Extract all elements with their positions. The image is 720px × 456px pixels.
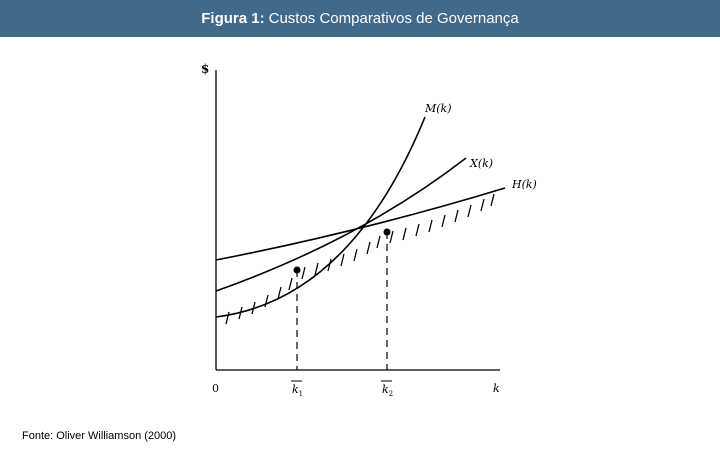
- title-bar: Figura 1: Custos Comparativos de Governa…: [0, 0, 720, 37]
- m-curve: [215, 116, 426, 318]
- source-caption: Fonte: Oliver Williamson (2000): [22, 430, 177, 442]
- x-curve: [215, 157, 467, 292]
- m-curve-label: M(k): [424, 102, 452, 115]
- y-axis-label: $: [201, 62, 209, 76]
- origin-label: 0: [212, 382, 219, 395]
- diagram-svg: $ 0 k: [201, 62, 537, 398]
- k2-intersection-point: [383, 228, 391, 236]
- h-curve: [215, 187, 506, 261]
- k1-letter: k: [292, 383, 299, 396]
- figure-title: Custos Comparativos de Governança: [268, 10, 519, 27]
- k2-letter: k: [382, 383, 389, 396]
- x-axis-label: k: [493, 382, 500, 395]
- envelope-hatching: [225, 193, 495, 325]
- k1-label: k1: [292, 383, 303, 398]
- x-curve-label: X(k): [469, 157, 493, 170]
- h-curve-label: H(k): [511, 178, 537, 191]
- figure-number: Figura 1:: [201, 10, 265, 27]
- k1-intersection-point: [293, 266, 301, 274]
- k1-subscript: 1: [299, 390, 303, 398]
- k2-label: k2: [382, 383, 393, 398]
- k2-subscript: 2: [389, 390, 393, 398]
- governance-cost-diagram: $ 0 k: [0, 37, 720, 417]
